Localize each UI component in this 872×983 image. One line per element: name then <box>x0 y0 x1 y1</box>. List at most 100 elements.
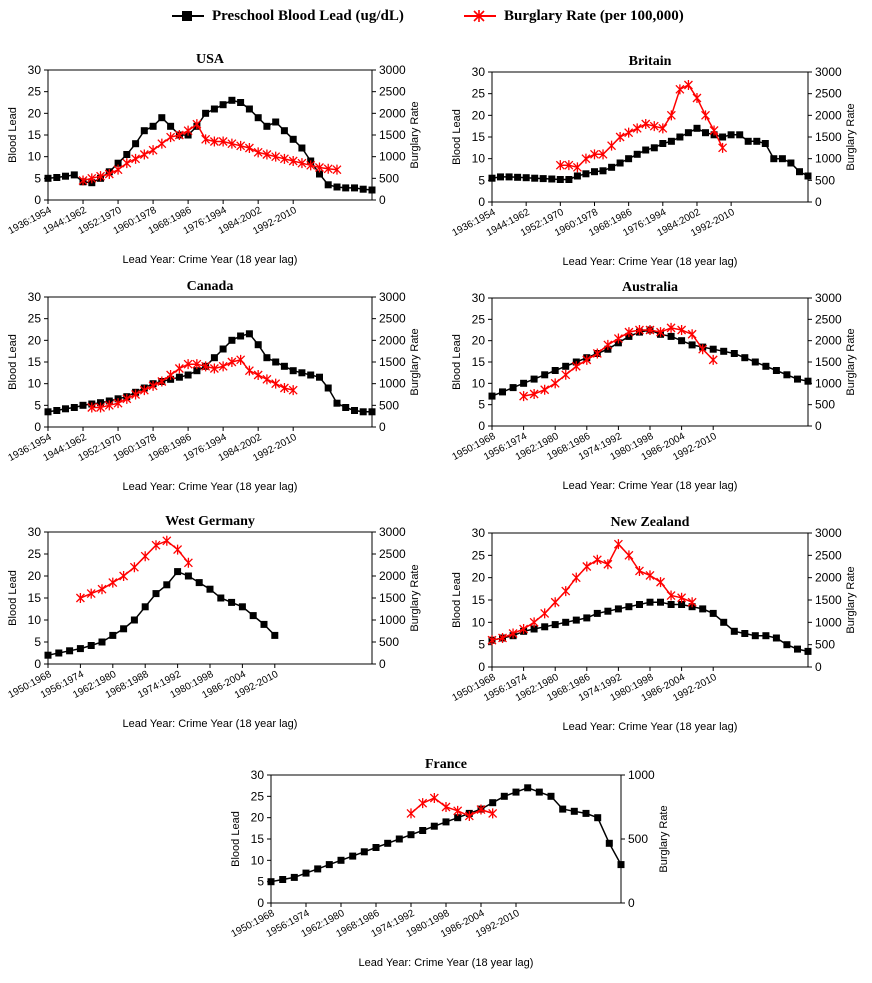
lead-series-line <box>491 329 809 397</box>
lead-point <box>500 792 508 800</box>
lead-point <box>289 135 297 143</box>
burglary-point <box>236 140 246 151</box>
lead-series-line <box>47 332 372 413</box>
burglary-point <box>157 376 167 387</box>
plot-frame <box>491 71 809 203</box>
burglary-point <box>209 136 219 147</box>
square-marker-icon <box>172 11 204 21</box>
lead-point <box>709 345 717 353</box>
lead-point <box>342 184 350 192</box>
y2-axis-label: Burglary Rate <box>409 564 421 631</box>
y2-tick-label: 500 <box>815 173 835 187</box>
lead-point <box>787 159 795 167</box>
burglary-point <box>97 584 107 595</box>
lead-point <box>76 645 84 653</box>
y2-axis-label: Burglary Rate <box>845 328 857 395</box>
burglary-point <box>174 363 184 374</box>
lead-point <box>333 399 341 407</box>
burglary-point <box>306 160 316 171</box>
burglary-point <box>227 138 237 149</box>
y2-tick-label: 3000 <box>379 63 406 77</box>
burglary-point <box>635 325 644 335</box>
y2-axis-label: Burglary Rate <box>409 101 421 168</box>
y-tick-label: 30 <box>472 65 486 79</box>
y2-tick-label: 1000 <box>815 376 842 390</box>
burglary-point <box>96 402 106 413</box>
lead-point <box>762 362 770 370</box>
burglary-point <box>139 385 149 396</box>
burglary-point <box>113 164 123 175</box>
burglary-point <box>581 153 591 164</box>
y2-tick-label: 2500 <box>815 548 842 562</box>
lead-point <box>594 814 602 822</box>
y-tick-label: 0 <box>34 657 41 671</box>
panel-title: New Zealand <box>611 515 690 530</box>
lead-point <box>778 155 786 163</box>
burglary-point <box>598 149 608 160</box>
y-tick-label: 15 <box>28 355 42 369</box>
lead-point <box>279 876 287 883</box>
legend: Preschool Blood Lead (ug/dL) Burglary Ra… <box>0 4 872 30</box>
lead-point <box>254 114 262 122</box>
burglary-point <box>139 149 149 160</box>
burglary-point <box>624 127 634 138</box>
y2-tick-label: 3000 <box>815 291 842 305</box>
lead-point <box>702 129 709 137</box>
burglary-point <box>262 149 272 160</box>
burglary-point <box>174 130 184 140</box>
lead-point <box>79 401 87 409</box>
burglary-point <box>656 327 665 338</box>
burglary-point <box>166 370 176 380</box>
y-tick-label: 0 <box>257 896 264 910</box>
lead-point <box>751 358 759 366</box>
lead-point <box>551 367 559 374</box>
lead-point <box>541 623 549 631</box>
y-tick-label: 20 <box>251 811 265 825</box>
lead-point <box>753 137 761 145</box>
y2-tick-label: 500 <box>815 638 835 652</box>
lead-point <box>761 140 769 147</box>
x-axis-label: Lead Year: Crime Year (18 year lag) <box>563 256 738 268</box>
y2-tick-label: 1000 <box>815 615 842 629</box>
burglary-point <box>564 160 574 171</box>
burglary-point <box>624 550 634 561</box>
lead-point <box>430 822 438 830</box>
burglary-point <box>262 374 272 385</box>
burglary-point <box>131 153 141 164</box>
burglary-series-line <box>491 542 693 641</box>
lead-point <box>120 625 128 633</box>
lead-point <box>87 642 95 649</box>
lead-point <box>337 856 345 864</box>
lead-point <box>289 367 297 375</box>
lead-point <box>217 594 225 602</box>
y2-tick-label: 2000 <box>379 106 406 120</box>
y2-tick-label: 1000 <box>379 377 406 391</box>
legend-label-burglary: Burglary Rate (per 100,000) <box>504 7 684 24</box>
y-tick-label: 5 <box>34 635 41 649</box>
lead-point <box>719 133 727 141</box>
y-tick-label: 5 <box>478 638 485 652</box>
burglary-point <box>592 554 602 565</box>
lead-point <box>298 144 306 152</box>
y-tick-label: 0 <box>34 420 41 434</box>
burglary-point <box>104 400 114 411</box>
panel-west-germany: West Germany 0 5 10 15 20 25 30 0 500 1000 1500 2000… <box>6 514 421 730</box>
burglary-point <box>279 383 289 393</box>
y2-tick-label: 0 <box>379 193 386 207</box>
lead-point <box>684 129 692 137</box>
lead-point <box>562 362 570 370</box>
lead-point <box>727 131 735 139</box>
y2-tick-label: 2000 <box>379 333 406 347</box>
lead-point <box>751 632 759 640</box>
burglary-point <box>279 153 289 164</box>
lead-point <box>688 341 696 349</box>
lead-point <box>572 616 580 624</box>
burglary-point <box>253 370 263 380</box>
y-tick-label: 0 <box>478 419 485 433</box>
lead-point <box>804 172 812 180</box>
panel-usa: USA0510152025300500100015002000250030001… <box>6 52 421 266</box>
lead-point <box>66 647 74 655</box>
lead-point <box>280 127 288 135</box>
star-marker-icon <box>464 10 496 22</box>
lead-point <box>497 173 504 181</box>
